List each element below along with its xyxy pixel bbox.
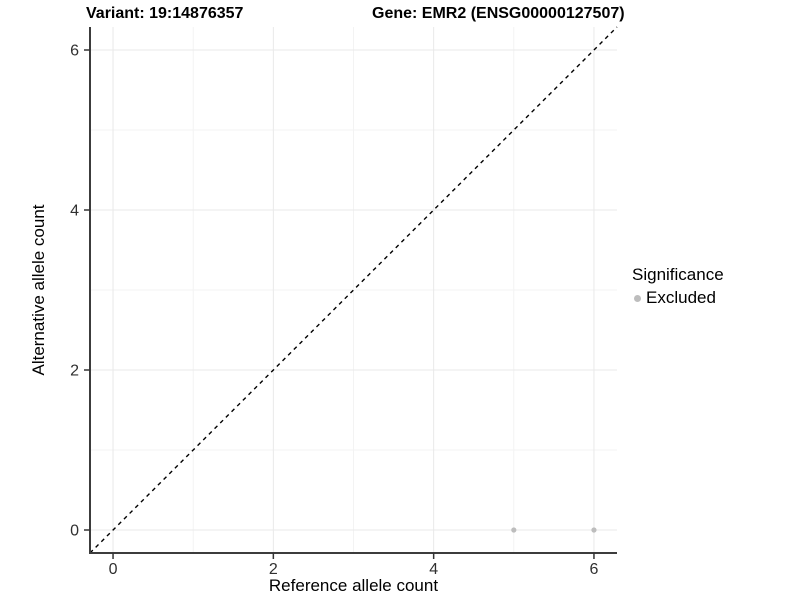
data-point	[591, 527, 597, 533]
y-tick-label: 6	[70, 43, 79, 60]
legend-item-label: Excluded	[646, 288, 716, 307]
x-tick-label: 4	[429, 561, 438, 578]
plot-panel: 0 2 4 6 0 2 4 6	[70, 26, 618, 578]
chart-canvas: 0 2 4 6 0 2 4 6	[70, 26, 618, 578]
plot-title-gene: Gene: EMR2 (ENSG00000127507)	[372, 5, 625, 22]
x-tick-label: 2	[269, 561, 278, 578]
y-tick-label: 2	[70, 363, 79, 380]
x-tick-label: 6	[590, 561, 599, 578]
legend-point-icon	[634, 294, 641, 302]
plot-title-variant: Variant: 19:14876357	[86, 5, 244, 22]
x-axis-title: Reference allele count	[268, 576, 439, 595]
legend: Significance Excluded	[632, 265, 724, 308]
legend-item-excluded: Excluded	[632, 288, 724, 308]
y-tick-label: 4	[70, 203, 79, 220]
y-axis-title: Alternative allele count	[29, 204, 48, 376]
y-tick-label: 0	[70, 523, 79, 540]
x-tick-label: 0	[109, 561, 118, 578]
data-point	[511, 527, 517, 533]
legend-title: Significance	[632, 265, 724, 284]
